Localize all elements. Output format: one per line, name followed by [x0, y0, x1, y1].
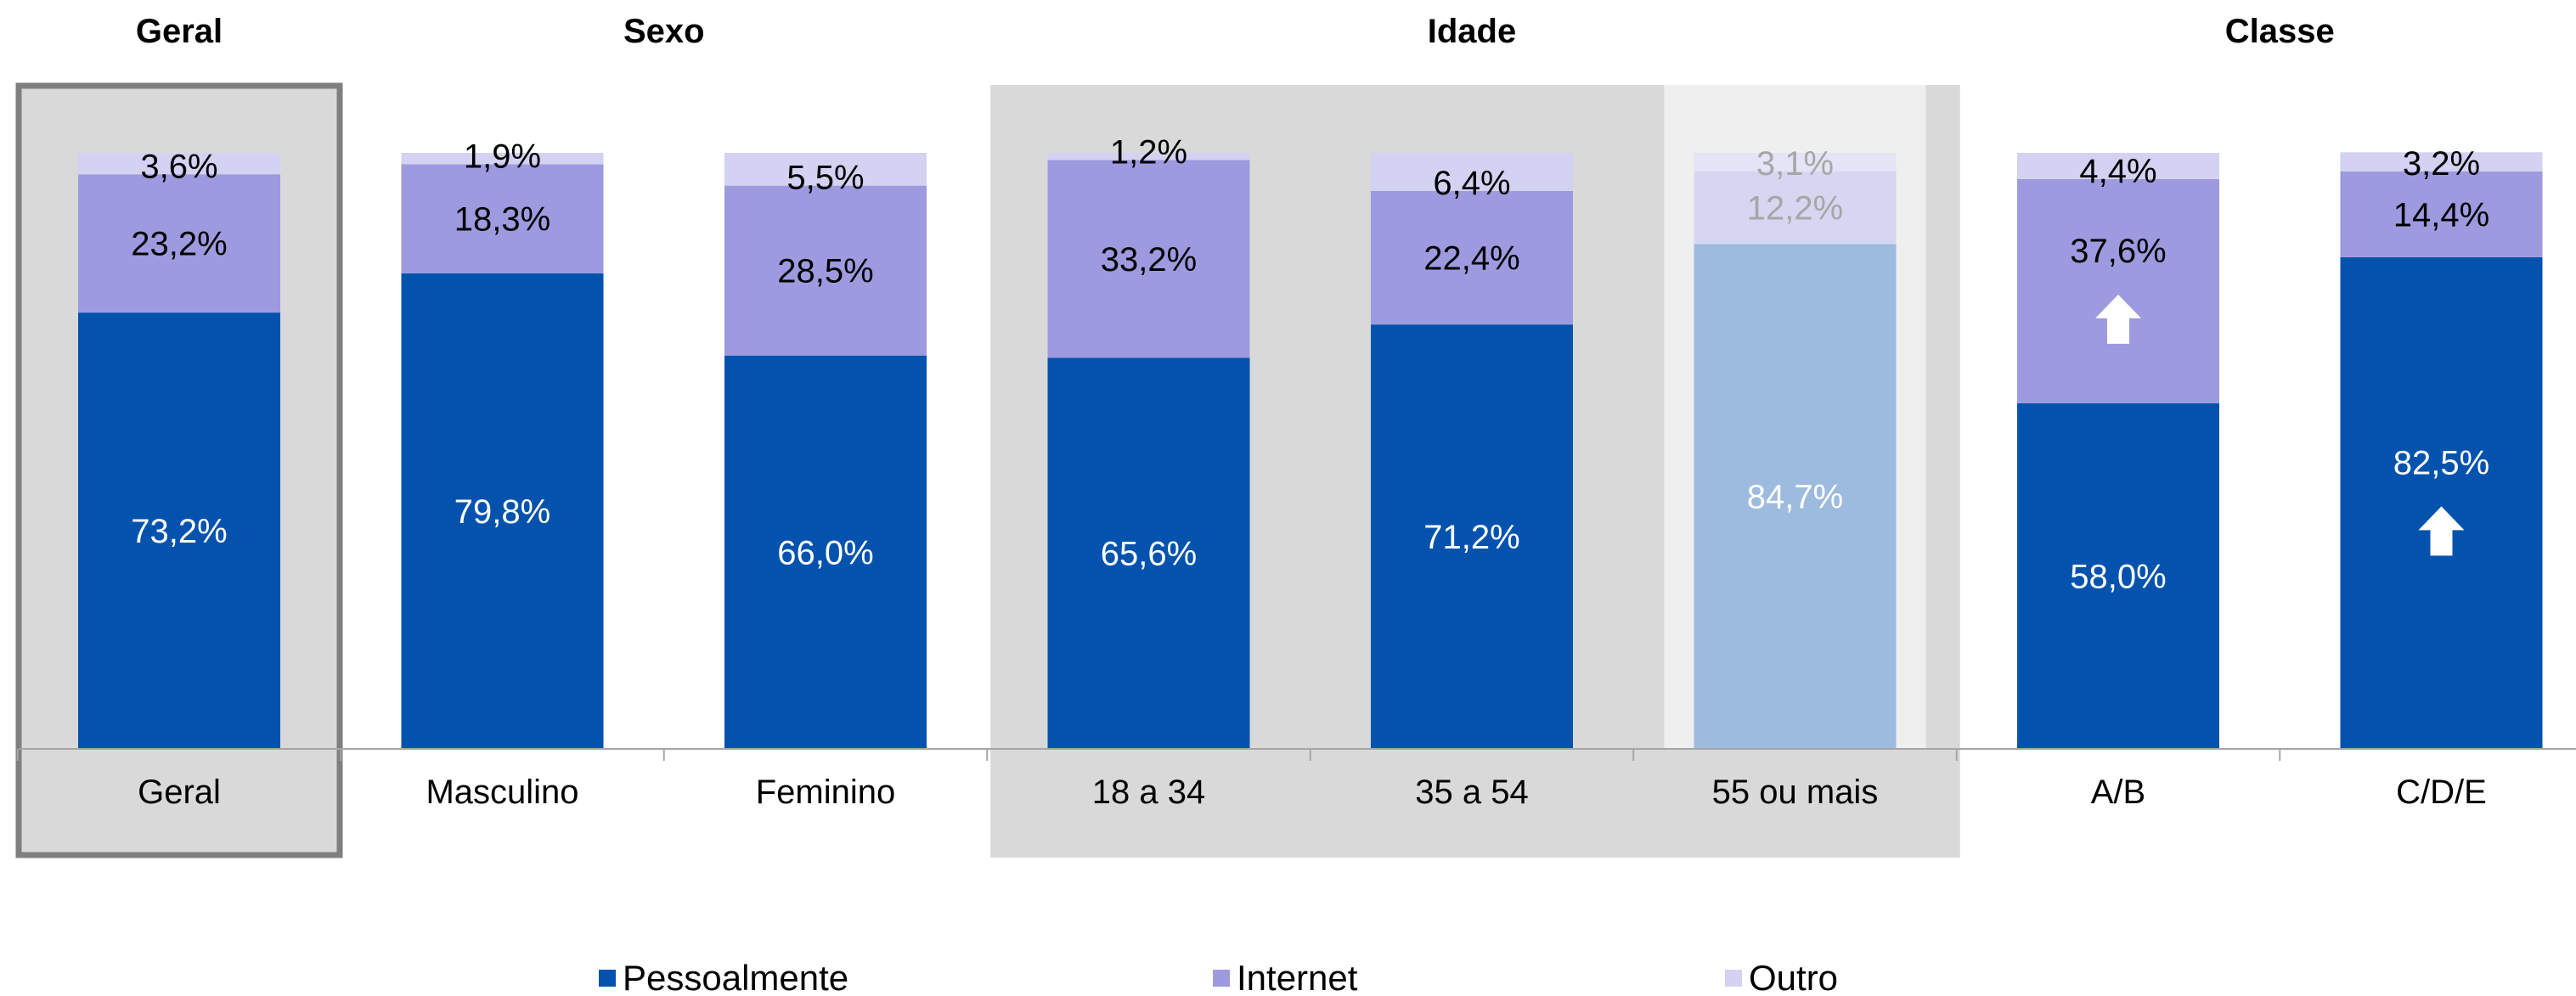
group-backgrounds [15, 82, 1960, 858]
value-label-outro-geral: 3,6% [140, 148, 217, 185]
value-label-internet-35-a-54: 22,4% [1423, 240, 1519, 278]
labels-layer: Geral Sexo Idade Classe 73,2% 23,2% 3,6% Geral 7… [131, 13, 2489, 811]
bar-internet-masculino [401, 164, 604, 273]
bar-internet-35-a-54 [1371, 190, 1573, 325]
bar-internet-c-d-e [2340, 171, 2543, 257]
group-title-idade: Idade [1428, 13, 1516, 50]
value-label-outro-18-a-34: 1,2% [1110, 133, 1187, 171]
category-label-c-d-e: C/D/E [2396, 774, 2487, 811]
legend-swatch-internet [1213, 970, 1230, 987]
legend-swatch-pessoalmente [599, 970, 616, 987]
value-label-pessoalmente-18-a-34: 65,6% [1101, 536, 1197, 573]
value-label-pessoalmente-55-ou-mais: 84,7% [1747, 479, 1843, 516]
bar-pessoalmente-c-d-e [2340, 256, 2543, 750]
value-label-pessoalmente-masculino: 79,8% [454, 493, 550, 531]
value-label-internet-feminino: 28,5% [777, 253, 873, 290]
group-title-sexo: Sexo [623, 13, 705, 50]
value-label-internet-a-b: 37,6% [2070, 233, 2166, 270]
bar-internet-55-ou-mais [1694, 171, 1897, 245]
value-label-internet-masculino: 18,3% [454, 201, 550, 239]
category-label-55-ou-mais: 55 ou mais [1712, 774, 1879, 811]
legend: Pessoalmente Internet Outro [599, 958, 1838, 996]
value-label-internet-geral: 23,2% [131, 226, 227, 263]
bar-outro-masculino [401, 153, 604, 165]
value-label-pessoalmente-c-d-e: 82,5% [2393, 444, 2489, 481]
value-label-outro-feminino: 5,5% [786, 160, 864, 197]
value-label-outro-c-d-e: 3,2% [2403, 145, 2480, 183]
bar-outro-a-b [2017, 153, 2219, 179]
bar-pessoalmente-masculino [401, 273, 604, 750]
value-label-outro-a-b: 4,4% [2079, 153, 2156, 190]
value-label-outro-masculino: 1,9% [464, 138, 541, 175]
x-axis [16, 748, 2576, 761]
bar-pessoalmente-geral [78, 312, 280, 749]
value-label-internet-18-a-34: 33,2% [1101, 241, 1197, 279]
legend-label-outro: Outro [1749, 958, 1838, 996]
category-label-masculino: Masculino [426, 774, 578, 811]
value-label-pessoalmente-geral: 73,2% [131, 513, 227, 550]
category-label-feminino: Feminino [756, 774, 896, 811]
bar-internet-a-b [2017, 178, 2219, 403]
group-title-geral: Geral [136, 13, 223, 50]
value-label-pessoalmente-feminino: 66,0% [777, 534, 873, 571]
group-title-classe: Classe [2225, 13, 2335, 50]
bar-outro-18-a-34 [1047, 153, 1250, 160]
category-label-a-b: A/B [2091, 774, 2145, 811]
category-label-18-a-34: 18 a 34 [1092, 774, 1205, 811]
value-label-outro-55-ou-mais: 3,1% [1756, 145, 1834, 183]
value-label-outro-35-a-54: 6,4% [1433, 165, 1510, 202]
bar-pessoalmente-feminino [724, 355, 927, 749]
value-label-pessoalmente-a-b: 58,0% [2070, 558, 2166, 595]
bar-outro-geral [78, 153, 280, 175]
bar-pessoalmente-35-a-54 [1371, 324, 1573, 749]
bar-outro-c-d-e [2340, 152, 2543, 172]
bar-outro-55-ou-mais [1694, 153, 1897, 172]
value-label-internet-c-d-e: 14,4% [2393, 196, 2489, 234]
bar-pessoalmente-18-a-34 [1047, 357, 1250, 749]
legend-swatch-outro [1725, 970, 1742, 987]
bar-internet-18-a-34 [1047, 160, 1250, 358]
bar-pessoalmente-55-ou-mais [1694, 244, 1897, 749]
category-label-geral: Geral [138, 774, 221, 811]
bar-outro-feminino [724, 153, 927, 186]
value-label-pessoalmente-35-a-54: 71,2% [1423, 519, 1519, 556]
legend-label-internet: Internet [1237, 958, 1358, 996]
bar-internet-feminino [724, 185, 927, 356]
bar-outro-35-a-54 [1371, 153, 1573, 191]
arrow-up-icon [2418, 506, 2465, 556]
bar-pessoalmente-a-b [2017, 402, 2219, 749]
bars-layer [78, 152, 2543, 750]
category-label-35-a-54: 35 a 54 [1415, 774, 1528, 811]
arrow-up-icon [2095, 294, 2141, 344]
legend-label-pessoalmente: Pessoalmente [623, 958, 848, 996]
bar-internet-geral [78, 174, 280, 313]
value-label-internet-55-ou-mais: 12,2% [1747, 190, 1843, 228]
